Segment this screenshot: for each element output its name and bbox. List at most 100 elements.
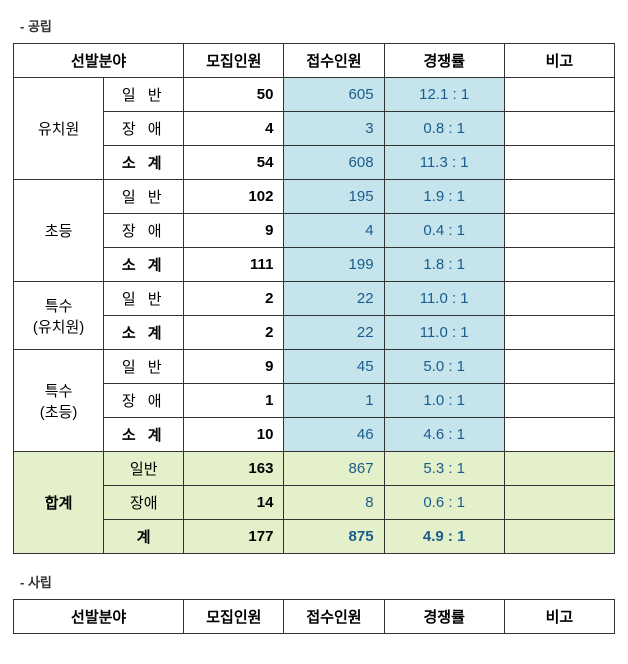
table-cell: 8 [284,486,384,520]
table-row: 유치원일 반5060512.1 : 1 [14,78,615,112]
table-cell: 199 [284,248,384,282]
category-cell: 특수(초등) [14,350,104,452]
table-cell [504,146,614,180]
table-cell: 163 [184,452,284,486]
table-cell [504,486,614,520]
header-ratio: 경쟁률 [384,44,504,78]
table-cell: 일 반 [104,282,184,316]
header-recruit: 모집인원 [184,44,284,78]
header-field: 선발분야 [14,600,184,634]
table-cell [504,248,614,282]
table-cell: 10 [184,418,284,452]
table-cell: 0.6 : 1 [384,486,504,520]
table-cell: 22 [284,316,384,350]
table-cell: 608 [284,146,384,180]
table-cell: 11.3 : 1 [384,146,504,180]
table-cell: 46 [284,418,384,452]
table-cell [504,520,614,554]
table-cell: 소 계 [104,248,184,282]
table-cell: 4 [284,214,384,248]
table-cell: 1 [284,384,384,418]
table-cell: 1 [184,384,284,418]
table-cell: 4.6 : 1 [384,418,504,452]
table-cell: 소 계 [104,418,184,452]
table-cell [504,452,614,486]
table-row: 장 애430.8 : 1 [14,112,615,146]
table-cell: 11.0 : 1 [384,282,504,316]
table-header-row: 선발분야 모집인원 접수인원 경쟁률 비고 [14,44,615,78]
table-cell [504,214,614,248]
table-cell: 장 애 [104,384,184,418]
table-cell: 3 [284,112,384,146]
table-cell: 102 [184,180,284,214]
table-row: 소 계5460811.3 : 1 [14,146,615,180]
table-cell: 177 [184,520,284,554]
header-apply: 접수인원 [284,600,384,634]
section-title-public: - 공립 [20,16,616,35]
header-recruit: 모집인원 [184,600,284,634]
header-ratio: 경쟁률 [384,600,504,634]
table-cell [504,282,614,316]
table-row: 소 계10464.6 : 1 [14,418,615,452]
header-apply: 접수인원 [284,44,384,78]
table-cell: 4 [184,112,284,146]
table-cell: 605 [284,78,384,112]
category-cell: 유치원 [14,78,104,180]
table-cell: 45 [284,350,384,384]
table-cell: 9 [184,350,284,384]
section-title-private: - 사립 [20,572,616,591]
table-cell: 111 [184,248,284,282]
table-row: 초등일 반1021951.9 : 1 [14,180,615,214]
table-cell: 일 반 [104,350,184,384]
table-cell: 1.0 : 1 [384,384,504,418]
table-cell: 장 애 [104,112,184,146]
table-cell: 장 애 [104,214,184,248]
table-cell: 22 [284,282,384,316]
table-cell [504,384,614,418]
table-public: 선발분야 모집인원 접수인원 경쟁률 비고 유치원일 반5060512.1 : … [13,43,615,554]
table-row: 소 계1111991.8 : 1 [14,248,615,282]
table-header-row: 선발분야 모집인원 접수인원 경쟁률 비고 [14,600,615,634]
table-cell: 5.3 : 1 [384,452,504,486]
table-cell: 11.0 : 1 [384,316,504,350]
table-cell: 5.0 : 1 [384,350,504,384]
table-row-total: 계1778754.9 : 1 [14,520,615,554]
table-cell: 장애 [104,486,184,520]
table-cell [504,78,614,112]
category-cell: 특수(유치원) [14,282,104,350]
header-note: 비고 [504,44,614,78]
header-field: 선발분야 [14,44,184,78]
total-label-cell: 합계 [14,452,104,554]
table-cell: 0.4 : 1 [384,214,504,248]
table-cell [504,418,614,452]
table-row-total: 합계일반1638675.3 : 1 [14,452,615,486]
table-row: 장 애111.0 : 1 [14,384,615,418]
table-row: 소 계22211.0 : 1 [14,316,615,350]
table-cell: 2 [184,282,284,316]
table-row: 특수(초등)일 반9455.0 : 1 [14,350,615,384]
table-private: 선발분야 모집인원 접수인원 경쟁률 비고 [13,599,615,634]
category-cell: 초등 [14,180,104,282]
table-row: 장 애940.4 : 1 [14,214,615,248]
table-cell: 12.1 : 1 [384,78,504,112]
table-cell [504,112,614,146]
table-cell: 일 반 [104,180,184,214]
table-cell [504,180,614,214]
table-cell: 50 [184,78,284,112]
table-cell [504,316,614,350]
table-row: 특수(유치원)일 반22211.0 : 1 [14,282,615,316]
table-cell: 소 계 [104,316,184,350]
table-cell: 4.9 : 1 [384,520,504,554]
table-cell: 2 [184,316,284,350]
table-cell: 875 [284,520,384,554]
table-cell: 195 [284,180,384,214]
table-cell: 계 [104,520,184,554]
table-row-total: 장애1480.6 : 1 [14,486,615,520]
table-cell: 소 계 [104,146,184,180]
header-note: 비고 [504,600,614,634]
table-cell: 9 [184,214,284,248]
table-cell: 54 [184,146,284,180]
table-cell: 867 [284,452,384,486]
table-cell: 일반 [104,452,184,486]
table-cell: 1.8 : 1 [384,248,504,282]
